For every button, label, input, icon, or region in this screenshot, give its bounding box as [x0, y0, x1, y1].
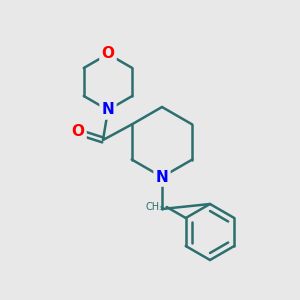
Text: O: O — [101, 46, 115, 62]
Text: O: O — [71, 124, 85, 140]
Text: N: N — [102, 103, 114, 118]
Text: CH₃: CH₃ — [146, 202, 164, 212]
Text: N: N — [156, 169, 168, 184]
